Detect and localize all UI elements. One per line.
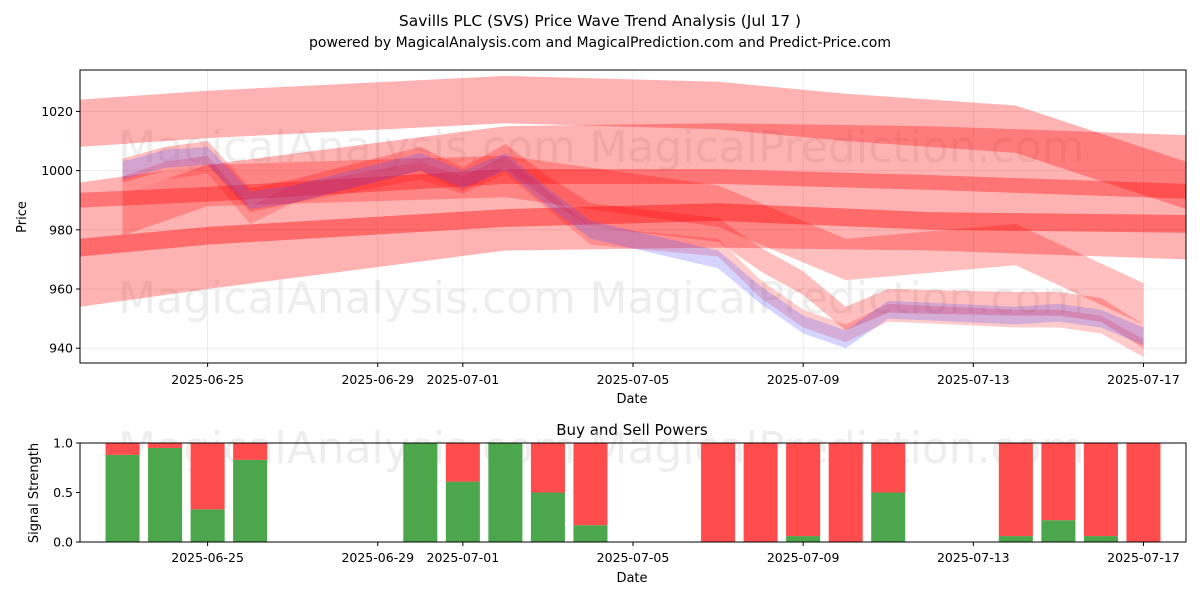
price-y-ticks: 940 960 980 1000 1020: [41, 104, 80, 356]
sell-bar: [743, 443, 778, 542]
price-panel: MagicalAnalysis.com MagicalPrediction.co…: [15, 69, 1187, 407]
sell-bar: [190, 443, 225, 510]
watermark-analysis-top: MagicalAnalysis.com: [118, 122, 576, 173]
price-x-tick-label: 2025-07-01: [427, 372, 500, 387]
sell-bar: [1083, 443, 1118, 537]
price-gridlines: [80, 70, 1186, 363]
sell-bar: [445, 443, 480, 482]
buy-bar: [530, 492, 565, 542]
signal-y-tick-label: 1.0: [53, 436, 73, 451]
buy-bar: [573, 525, 608, 542]
sell-bar: [573, 443, 608, 526]
buy-bar: [105, 454, 140, 542]
price-path-red-2: [122, 155, 1144, 358]
signal-x-tick-label: 2025-06-29: [341, 550, 414, 565]
price-x-tick-label: 2025-07-05: [597, 372, 670, 387]
wave-band-1: [80, 75, 1186, 210]
price-x-ticks: 2025-06-25 2025-06-29 2025-07-01 2025-07-05…: [171, 363, 1180, 387]
watermark-analysis-bottom: MagicalAnalysis.com: [118, 273, 576, 324]
price-y-tick-label: 1000: [41, 163, 73, 178]
buy-bar: [1083, 536, 1118, 542]
sell-bar: [1126, 443, 1161, 542]
signal-title: Buy and Sell Powers: [556, 421, 708, 439]
signal-y-ticks: 0.0 0.5 1.0: [53, 436, 80, 550]
buy-bar: [786, 536, 821, 542]
signal-x-ticks: 2025-06-25 2025-06-29 2025-07-01 2025-07-05…: [171, 542, 1180, 565]
signal-x-tick-label: 2025-07-13: [937, 550, 1010, 565]
buy-bar: [233, 459, 268, 542]
price-y-tick-label: 960: [49, 282, 73, 297]
price-y-tick-label: 1020: [41, 104, 73, 119]
buy-bar: [998, 536, 1033, 542]
buy-bar: [148, 447, 183, 542]
price-path-red-1: [122, 141, 1144, 349]
sell-bar: [998, 443, 1033, 537]
buy-bar: [190, 509, 225, 542]
price-y-tick-label: 980: [49, 222, 73, 237]
price-plot-area: [80, 70, 1186, 363]
buy-bar: [488, 443, 523, 542]
wave-band-3: [80, 203, 1186, 257]
signal-y-tick-label: 0.5: [53, 485, 73, 500]
wave-bands: [80, 75, 1186, 358]
price-watermarks: MagicalAnalysis.com MagicalPrediction.co…: [118, 122, 1084, 324]
price-x-tick-label: 2025-07-17: [1107, 372, 1180, 387]
sell-bar: [105, 443, 140, 455]
buy-bar: [445, 481, 480, 542]
sell-bar: [701, 443, 736, 542]
signal-x-tick-label: 2025-07-09: [767, 550, 840, 565]
wave-band-5: [122, 155, 1144, 325]
sell-bar: [828, 443, 863, 542]
sell-bar: [786, 443, 821, 537]
chart-subtitle: powered by MagicalAnalysis.com and Magic…: [309, 35, 891, 51]
sell-bar: [871, 443, 906, 493]
chart-title: Savills PLC (SVS) Price Wave Trend Analy…: [399, 12, 801, 30]
price-x-axis-label: Date: [616, 392, 647, 407]
price-x-tick-label: 2025-06-29: [341, 372, 414, 387]
price-x-tick-label: 2025-06-25: [171, 372, 244, 387]
price-path-blue: [122, 146, 1144, 349]
price-x-tick-label: 2025-07-09: [767, 372, 840, 387]
signal-bars: [105, 443, 1161, 542]
signal-x-axis-label: Date: [616, 571, 647, 586]
price-y-tick-label: 940: [49, 341, 73, 356]
sell-bar: [1041, 443, 1076, 521]
signal-x-tick-label: 2025-07-05: [597, 550, 670, 565]
signal-panel: Buy and Sell Powers MagicalAnalysis.com …: [27, 421, 1187, 586]
price-y-axis-label: Price: [15, 201, 30, 233]
sell-bar: [530, 443, 565, 493]
wave-band-2: [80, 123, 1186, 307]
signal-y-axis-label: Signal Strength: [27, 443, 42, 543]
buy-bar: [403, 443, 438, 542]
buy-bar: [871, 492, 906, 542]
sell-bar: [148, 443, 183, 448]
watermark-prediction-top: MagicalPrediction.com: [590, 122, 1085, 173]
sell-bar: [233, 443, 268, 460]
price-x-tick-label: 2025-07-13: [937, 372, 1010, 387]
watermark-prediction-bottom: MagicalPrediction.com: [590, 273, 1085, 324]
buy-bar: [1041, 520, 1076, 542]
wave-band-4: [80, 169, 1186, 208]
signal-x-tick-label: 2025-07-17: [1107, 550, 1180, 565]
signal-y-tick-label: 0.0: [53, 535, 73, 550]
signal-x-tick-label: 2025-06-25: [171, 550, 244, 565]
signal-x-tick-label: 2025-07-01: [427, 550, 500, 565]
